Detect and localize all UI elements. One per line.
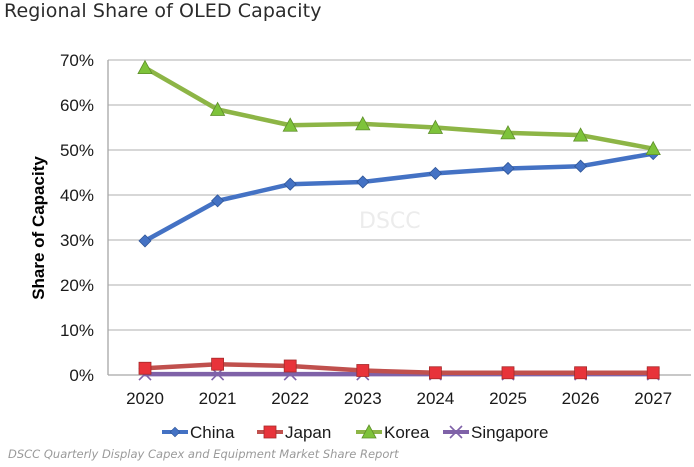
data-point-japan [356, 364, 370, 377]
data-point-japan [574, 366, 587, 380]
chart-title: Regional Share of OLED Capacity [4, 0, 322, 22]
legend-marker-singapore [449, 425, 463, 439]
data-point-korea [427, 119, 444, 134]
y-tick-label: 60% [60, 96, 94, 115]
legend-item-singapore: Singapore [443, 423, 549, 442]
data-point-korea [137, 59, 153, 75]
y-tick-label: 20% [60, 276, 94, 295]
source-footnote: DSCC Quarterly Display Capex and Equipme… [8, 447, 399, 461]
data-point-korea [282, 117, 298, 132]
legend-label-singapore: Singapore [471, 423, 549, 442]
y-tick-label: 70% [60, 51, 94, 70]
series-korea [137, 59, 661, 156]
legend-label-japan: Japan [285, 423, 331, 442]
legend-item-korea: Korea [356, 423, 430, 442]
legend: China Japan Korea Singapore [162, 423, 549, 442]
x-tick-label: 2024 [416, 389, 454, 408]
data-point-japan [428, 366, 442, 380]
data-point-japan [501, 366, 515, 380]
legend-label-korea: Korea [384, 423, 430, 442]
x-tick-label: 2025 [489, 389, 527, 408]
gridlines [108, 59, 691, 331]
x-tick-label: 2022 [271, 389, 309, 408]
data-point-korea [572, 127, 589, 142]
data-point-china [211, 194, 225, 208]
watermark: DSCC [359, 209, 421, 234]
series-line-korea [142, 65, 656, 151]
data-point-china [138, 234, 152, 248]
x-tick-label: 2023 [344, 389, 382, 408]
data-point-korea [500, 125, 516, 140]
data-point-japan [646, 366, 660, 380]
data-point-korea [355, 116, 371, 131]
x-tick-label: 2027 [634, 389, 672, 408]
data-point-china [356, 175, 370, 189]
series-japan [138, 357, 660, 380]
x-tick-labels: 2020 2021 2022 2023 2024 2025 2026 2027 [126, 389, 672, 408]
y-tick-labels: 0% 10% 20% 30% 40% 50% 60% 70% [60, 51, 94, 385]
data-point-china [574, 159, 588, 173]
series-line-japan [142, 361, 656, 375]
data-point-japan [211, 357, 225, 371]
legend-marker-korea [361, 424, 377, 439]
y-tick-label: 10% [60, 321, 94, 340]
legend-item-china: China [162, 423, 235, 442]
legend-marker-japan [263, 425, 277, 439]
x-tick-label: 2020 [126, 389, 164, 408]
data-point-china [428, 166, 442, 180]
y-tick-label: 50% [60, 141, 94, 160]
x-tick-label: 2021 [199, 389, 237, 408]
y-tick-label: 30% [60, 231, 94, 250]
data-point-korea [645, 140, 661, 156]
series-line-china [142, 151, 656, 244]
y-tick-label: 0% [69, 366, 94, 385]
data-point-china [283, 177, 297, 191]
legend-marker-china [169, 426, 181, 438]
y-axis-label: Share of Capacity [29, 156, 48, 300]
data-point-china [501, 161, 515, 176]
legend-label-china: China [190, 423, 235, 442]
legend-item-japan: Japan [257, 423, 331, 442]
data-point-japan [138, 361, 152, 375]
x-tick-label: 2026 [562, 389, 600, 408]
series-lines [137, 59, 661, 381]
y-tick-label: 40% [60, 186, 94, 205]
data-point-japan [283, 359, 297, 373]
data-point-korea [209, 101, 226, 116]
